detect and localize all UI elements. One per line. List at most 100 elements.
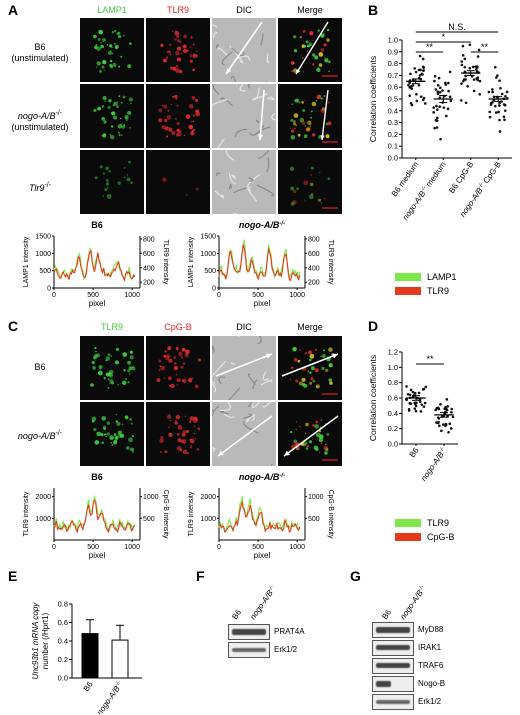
panel-b-point: [418, 54, 422, 58]
blot-prat4a: [228, 624, 270, 640]
panel-c-micrograph-r1-red: [146, 336, 210, 400]
panel-c-micrograph-r1-merge: [278, 336, 342, 400]
panel-b-point: [417, 83, 421, 87]
panel-letter-f: F: [196, 568, 205, 584]
blot-label-irak1: IRAK1: [418, 643, 442, 652]
profile-right-tick: 200: [143, 280, 155, 287]
panel-d-point: [448, 422, 452, 426]
panel-b-point: [432, 111, 435, 114]
panel-c-profile-arrow: [215, 353, 273, 377]
panel-d-point: [419, 410, 423, 413]
panel-b-point: [448, 70, 452, 74]
profile-trace-red: [53, 249, 136, 282]
panel-b-point: [502, 115, 506, 118]
panel-c-micrograph-r2-merge: [278, 402, 342, 466]
panel-b-x-label: B6 medium: [390, 160, 421, 199]
profile-x-tick: 500: [87, 544, 99, 551]
panel-a-micrograph-r3-red: [146, 150, 210, 214]
panel-d-point: [422, 405, 426, 408]
panel-d-x-label: B6: [408, 446, 421, 460]
blot-label-nogob: Nogo-B: [418, 679, 446, 688]
panel-d-point: [443, 407, 447, 411]
panel-c-legend: TLR9 CpG-B: [395, 518, 455, 542]
panel-c-header-dic: DIC: [236, 322, 252, 332]
panel-a-micrograph-r1-merge: [278, 18, 342, 82]
panel-d-sig-label: **: [426, 354, 434, 364]
panel-b-point: [476, 76, 479, 79]
panel-b-point: [436, 92, 440, 96]
panel-a-header-lamp1: LAMP1: [97, 5, 127, 15]
profile-left-tick: 1000: [35, 251, 51, 258]
panel-b-point: [468, 66, 472, 70]
panel-b-point: [410, 87, 414, 90]
panel-b-point: [439, 137, 442, 141]
panel-b-point: [478, 92, 482, 96]
legend-swatch-tlr9: [395, 287, 421, 295]
panel-b-point: [503, 109, 507, 112]
panel-d-y-tick: 1.0: [388, 363, 398, 372]
panel-c-micrograph-r1-green: [80, 336, 144, 400]
panel-a-micrograph-r1-dic: [212, 18, 276, 82]
panel-a-micrograph-r2-dic: [212, 84, 276, 148]
panel-b-point: [421, 73, 424, 76]
panel-b-point: [415, 92, 418, 96]
panel-d-point: [450, 407, 454, 411]
panel-b-point: [497, 110, 500, 114]
panel-b-point: [434, 88, 438, 91]
panel-b-sig-2-label: **: [426, 42, 434, 52]
panel-b-point: [472, 89, 476, 93]
profile-right-tick: 600: [143, 251, 155, 258]
blot-label-erk-g: Erk1/2: [418, 697, 442, 706]
panel-d-point: [418, 400, 422, 404]
profile-x-label: pixel: [254, 299, 271, 308]
panel-b-point: [415, 99, 419, 103]
panel-b-point: [422, 66, 426, 69]
panel-a-micrograph-r3-dic: [212, 150, 276, 214]
panel-b-sig-ns-label: N.S.: [448, 22, 466, 32]
profile-x-tick: 1000: [124, 292, 140, 299]
legend-item-cpgb: CpG-B: [395, 532, 455, 542]
panel-b-point: [464, 74, 467, 78]
panel-b-point: [446, 107, 450, 111]
profile-left-label: TLR9 intensity: [188, 491, 195, 536]
panel-b-point: [413, 67, 416, 70]
panel-c-profile-arrow: [281, 353, 339, 377]
profile-right-tick: 400: [308, 265, 320, 272]
panel-c-micrograph-r1-dic: [212, 336, 276, 400]
panel-a-row-label-tlr9ko: Tlr9-/-: [28, 182, 52, 193]
panel-a-micrograph-r2-green: [80, 84, 144, 148]
panel-d-point: [445, 398, 449, 401]
panel-b-point: [461, 44, 465, 48]
panel-a-micrograph-r2-red: [146, 84, 210, 148]
panel-d-point: [411, 390, 415, 394]
profile-left-tick: 1000: [200, 516, 216, 523]
panel-b-point: [419, 95, 423, 98]
panel-d-point: [438, 424, 441, 428]
panel-b-point: [438, 105, 441, 109]
panel-d-point: [420, 403, 424, 406]
legend-swatch-cpgb: [395, 533, 421, 541]
panel-c-header-tlr9: TLR9: [100, 322, 123, 332]
panel-letter-d: D: [368, 318, 379, 334]
panel-b-point: [408, 81, 411, 85]
panel-g-lane-labels: B6 nogo-A/B-/-: [380, 584, 425, 621]
panel-d-point: [414, 409, 418, 413]
panel-b-point: [435, 108, 439, 111]
panel-d-point: [407, 409, 411, 412]
panel-a-merge-arrow: [321, 89, 329, 141]
panel-e-x-label: nogo-A/B-/-: [95, 680, 125, 714]
blot-irak1: [372, 640, 414, 656]
panel-b-point: [476, 55, 480, 58]
panel-d-y-tick: 0.2: [388, 424, 398, 433]
panel-d-point: [408, 393, 412, 397]
panel-b-point: [438, 96, 442, 99]
panel-b-y-tick: 0.5: [388, 95, 398, 104]
panel-d-point: [413, 402, 417, 406]
panel-b-y-tick: 0.2: [388, 130, 398, 139]
panel-b-point: [423, 102, 427, 105]
profile-right-tick: 800: [308, 236, 320, 243]
panel-b-y-tick: 0.7: [388, 71, 398, 80]
panel-c-micrograph-r2-green: [80, 402, 144, 466]
profile-x-label: pixel: [254, 551, 271, 560]
panel-a-header-tlr9: TLR9: [166, 5, 189, 15]
